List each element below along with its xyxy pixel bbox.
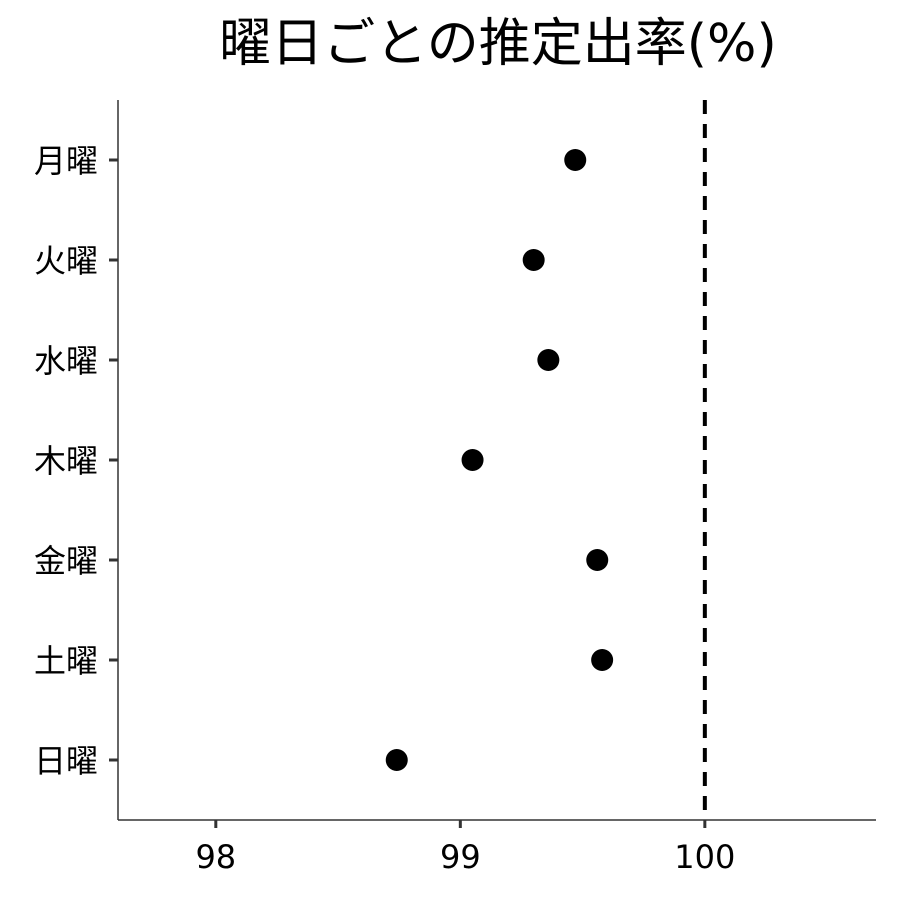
y-tick-label: 木曜 — [34, 442, 98, 480]
x-tick-label: 98 — [195, 838, 236, 876]
data-point — [586, 549, 609, 571]
y-tick-label: 金曜 — [34, 542, 98, 580]
y-tick-label: 月曜 — [34, 142, 98, 180]
data-point — [591, 649, 614, 671]
chart-title: 曜日ごとの推定出率(%) — [219, 14, 777, 74]
y-tick-label: 水曜 — [34, 342, 98, 380]
x-tick-label: 99 — [440, 838, 481, 876]
data-point — [385, 749, 408, 771]
y-tick-label: 日曜 — [34, 742, 98, 780]
data-point — [564, 149, 587, 171]
x-tick-label: 100 — [674, 838, 735, 876]
data-point — [522, 249, 545, 271]
data-point — [537, 349, 560, 371]
y-tick-label: 火曜 — [34, 242, 98, 280]
y-tick-label: 土曜 — [34, 642, 98, 680]
data-point — [461, 449, 484, 471]
